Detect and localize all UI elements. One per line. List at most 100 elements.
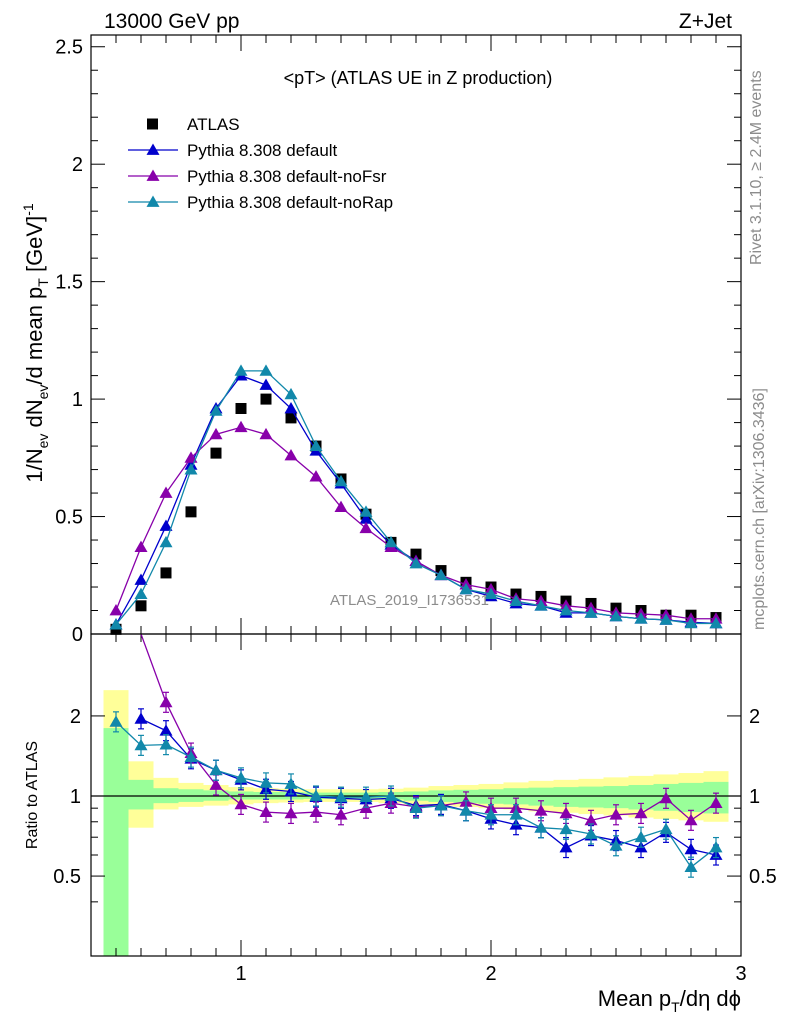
series-point	[334, 474, 348, 487]
series-line	[115, 426, 716, 620]
ratio-tick-label: 2	[70, 706, 81, 728]
series-point	[109, 618, 123, 630]
stat-uncertainty-band	[553, 787, 579, 807]
ratio-point	[234, 771, 248, 783]
ratio-point	[584, 827, 598, 839]
data-point	[410, 548, 422, 560]
series-point	[609, 609, 623, 622]
x-axis-title: Mean pT/dη dϕ	[598, 986, 741, 1015]
ratio-point	[709, 796, 723, 809]
ratio-point	[259, 805, 273, 817]
series-point	[259, 378, 273, 390]
series-point	[234, 420, 248, 433]
ratio-point	[459, 804, 473, 816]
ratio-point	[659, 791, 673, 804]
ratio-point	[584, 813, 598, 826]
series-point	[359, 505, 373, 517]
main-panel: 0 0.5 1 1.5 2 2.5	[55, 34, 742, 646]
series-point	[284, 387, 298, 400]
ratio-point	[484, 808, 498, 820]
series-point	[134, 540, 148, 552]
series-point	[184, 451, 198, 463]
ratio-point	[684, 842, 698, 855]
series-point	[159, 519, 173, 531]
ratio-point	[609, 839, 623, 851]
ratio-tick-label: 0.5	[53, 866, 81, 888]
analysis-watermark: ATLAS_2019_I1736531	[330, 592, 489, 609]
series-point	[709, 616, 723, 629]
series-point	[234, 364, 248, 376]
ratio-point	[634, 806, 648, 819]
stat-uncertainty-band	[528, 787, 554, 806]
series-point	[409, 557, 423, 569]
stat-uncertainty-band	[103, 728, 129, 956]
mcplots-label: mcplots.cern.ch [arXiv:1306.3436]	[751, 388, 768, 630]
ratio-tick-label-right: 0.5	[749, 866, 777, 888]
ratio-point	[209, 763, 223, 776]
series-line	[115, 370, 716, 626]
data-point	[160, 567, 172, 579]
legend-label: Pythia 8.308 default-noRap	[187, 193, 393, 212]
y-tick-label: 2.5	[55, 37, 83, 59]
ratio-point	[134, 738, 148, 751]
legend-marker	[146, 143, 160, 155]
ratio-axis-title: Ratio to ATLAS	[24, 741, 41, 849]
data-point	[135, 600, 147, 612]
process-label: Z+Jet	[679, 10, 732, 33]
ratio-point	[559, 806, 573, 819]
series-point	[284, 401, 298, 414]
series-point	[159, 535, 173, 548]
series-point	[309, 439, 323, 451]
ratio-point	[659, 822, 673, 835]
series-point	[659, 613, 673, 625]
y-tick-label: 1	[72, 389, 83, 411]
y-tick-label: 1.5	[55, 272, 83, 294]
ratio-point	[209, 778, 223, 790]
rivet-label: Rivet 3.1.10, ≥ 2.4M events	[748, 70, 765, 265]
series-line	[115, 374, 717, 625]
main-axis-ticks: 0 0.5 1 1.5 2 2.5	[55, 35, 741, 646]
ratio-point	[684, 813, 698, 826]
legend-label: ATLAS	[187, 115, 240, 134]
legend-entry: Pythia 8.308 default	[128, 141, 338, 160]
series-point	[134, 587, 148, 599]
series-point	[259, 364, 273, 376]
ratio-point	[134, 712, 148, 724]
ratio-point	[334, 808, 348, 820]
series-point	[284, 448, 298, 461]
ratio-point	[309, 789, 323, 801]
ratio-point	[384, 789, 398, 801]
ratio-point	[109, 715, 123, 727]
y-tick-label: 0	[72, 624, 83, 646]
ratio-axis-ticks: 0.5 0.5 1 1 2 2 1 2 3	[53, 634, 777, 985]
series-point	[184, 463, 198, 475]
series-point	[584, 606, 598, 618]
ratio-point	[534, 804, 548, 816]
series-point	[509, 594, 523, 606]
main-series	[109, 364, 723, 635]
series-point	[634, 612, 648, 624]
ratio-point	[434, 799, 448, 811]
ratio-point	[409, 801, 423, 814]
data-point	[185, 506, 197, 518]
ratio-point	[634, 830, 648, 843]
series-point	[534, 599, 548, 611]
legend-entry: Pythia 8.308 default-noRap	[128, 193, 393, 212]
y-axis-title: 1/Nev dNev/d mean pT [GeV]-1	[20, 203, 51, 483]
ratio-tick-label: 1	[70, 786, 81, 808]
ratio-point	[509, 808, 523, 820]
series-point	[459, 582, 473, 595]
legend-marker	[146, 195, 160, 207]
series-point	[559, 604, 573, 616]
ratio-point	[159, 695, 173, 708]
ratio-series-3	[109, 711, 723, 878]
chart-title: <pT> (ATLAS UE in Z production)	[284, 68, 553, 88]
x-tick-label: 3	[735, 963, 746, 985]
data-point	[285, 412, 297, 424]
series-point	[384, 535, 398, 548]
x-tick-label: 1	[235, 963, 246, 985]
series-3	[109, 364, 723, 630]
ratio-point	[334, 790, 348, 803]
series-point	[159, 486, 173, 498]
